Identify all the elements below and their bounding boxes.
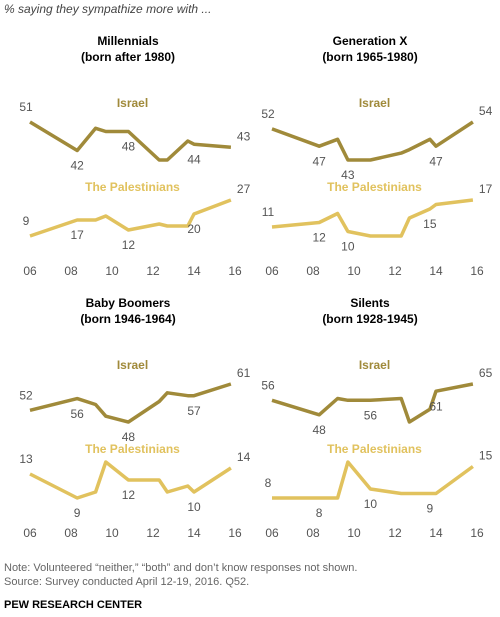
data-label: 17 (70, 228, 84, 242)
data-label: 48 (122, 430, 136, 444)
data-label: 12 (122, 238, 136, 252)
data-label: 12 (122, 488, 136, 502)
data-label: 15 (479, 449, 493, 463)
series-name: The Palestinians (85, 442, 180, 456)
data-label: 54 (479, 104, 493, 118)
x-tick-label: 08 (64, 526, 78, 540)
data-label: 13 (19, 452, 33, 466)
x-tick-label: 14 (187, 526, 201, 540)
data-label: 57 (187, 404, 201, 418)
x-tick-label: 06 (23, 264, 37, 278)
source: Source: Survey conducted April 12-19, 20… (4, 576, 249, 588)
footer: PEW RESEARCH CENTER (4, 599, 142, 611)
series-line (29, 120, 232, 162)
data-label: 20 (187, 222, 201, 236)
series-line (29, 198, 232, 238)
chart-subtitle: (born 1946-1964) (80, 312, 175, 326)
series-name: The Palestinians (327, 442, 422, 456)
x-tick-label: 16 (470, 526, 484, 540)
data-label: 65 (479, 366, 493, 380)
x-tick-label: 10 (347, 526, 361, 540)
chart-title: Millennials (97, 34, 159, 48)
x-tick-label: 06 (23, 526, 37, 540)
x-tick-label: 06 (265, 264, 279, 278)
data-label: 12 (312, 231, 326, 245)
data-label: 17 (479, 182, 493, 196)
x-tick-label: 16 (470, 264, 484, 278)
data-label: 14 (237, 450, 251, 464)
chart-subtitle: (born 1965-1980) (322, 50, 417, 64)
chart-subtitle: (born after 1980) (81, 50, 175, 64)
x-tick-label: 12 (146, 264, 160, 278)
data-label: 56 (70, 407, 84, 421)
data-label: 44 (187, 152, 201, 166)
series-line (272, 460, 474, 500)
chart-title: Baby Boomers (86, 296, 171, 310)
data-label: 61 (429, 399, 443, 413)
x-tick-label: 06 (265, 526, 279, 540)
x-tick-label: 10 (105, 264, 119, 278)
data-label: 15 (423, 217, 437, 231)
x-tick-label: 12 (388, 264, 402, 278)
data-label: 47 (312, 154, 326, 168)
data-label: 52 (19, 388, 33, 402)
series-name: The Palestinians (85, 180, 180, 194)
data-label: 47 (429, 154, 443, 168)
data-label: 48 (312, 423, 326, 437)
data-label: 27 (237, 182, 251, 196)
x-tick-label: 16 (228, 264, 242, 278)
header: % saying they sympathize more with ... (4, 2, 211, 16)
x-tick-label: 14 (429, 264, 443, 278)
x-tick-label: 08 (64, 264, 78, 278)
data-label: 10 (187, 500, 201, 514)
x-tick-label: 10 (347, 264, 361, 278)
data-label: 9 (74, 506, 81, 520)
series-line (271, 382, 474, 424)
series-name: The Palestinians (327, 180, 422, 194)
data-label: 10 (341, 240, 355, 254)
data-label: 43 (341, 168, 355, 182)
series-line (271, 120, 474, 162)
series-name: Israel (359, 96, 390, 110)
x-tick-label: 12 (388, 526, 402, 540)
data-label: 11 (262, 205, 275, 219)
series-line (271, 198, 474, 238)
x-tick-label: 08 (306, 526, 320, 540)
note: Note: Volunteered “neither,” “both” and … (4, 562, 357, 574)
x-tick-label: 12 (146, 526, 160, 540)
series-name: Israel (359, 358, 390, 372)
series-name: Israel (117, 358, 148, 372)
data-label: 10 (364, 497, 378, 511)
data-label: 56 (364, 408, 378, 422)
data-label: 9 (427, 502, 434, 516)
x-tick-label: 14 (429, 526, 443, 540)
series-line (29, 460, 232, 500)
data-label: 43 (237, 130, 251, 144)
series-line (29, 382, 232, 424)
x-tick-label: 10 (105, 526, 119, 540)
data-label: 51 (19, 100, 33, 114)
data-label: 52 (261, 107, 275, 121)
x-tick-label: 16 (228, 526, 242, 540)
x-tick-label: 08 (306, 264, 320, 278)
series-name: Israel (117, 96, 148, 110)
data-label: 8 (265, 476, 272, 490)
data-label: 56 (261, 378, 275, 392)
data-label: 42 (70, 159, 84, 173)
data-label: 8 (316, 506, 323, 520)
data-label: 61 (237, 366, 251, 380)
data-label: 48 (122, 140, 136, 154)
x-tick-label: 14 (187, 264, 201, 278)
chart-title: Generation X (333, 34, 408, 48)
chart-title: Silents (350, 296, 390, 310)
chart-subtitle: (born 1928-1945) (322, 312, 417, 326)
data-label: 9 (23, 214, 30, 228)
